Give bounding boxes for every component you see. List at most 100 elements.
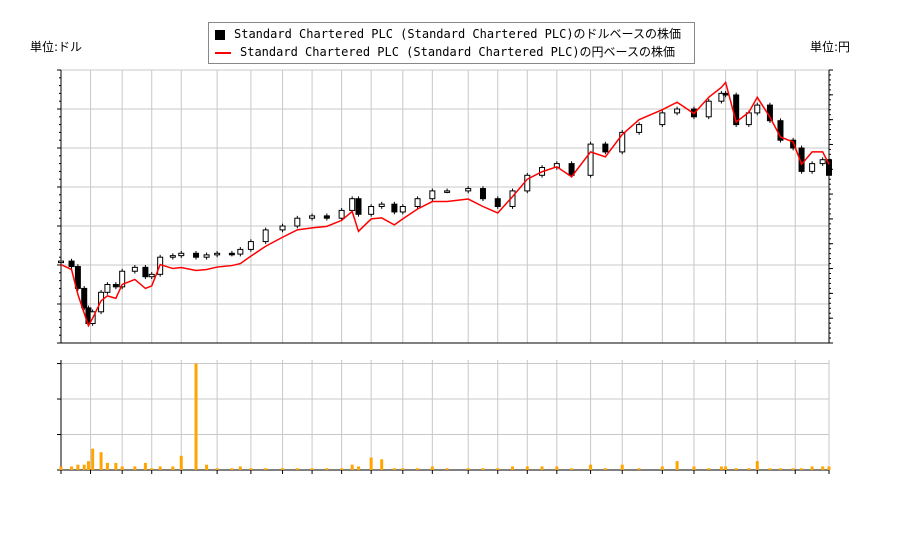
volume-bar — [105, 462, 109, 470]
candle-body — [74, 266, 81, 289]
volume-bar — [747, 468, 751, 470]
volume-bar — [340, 468, 344, 470]
candle-body — [131, 266, 138, 272]
volume-bar — [158, 466, 162, 470]
yen-price-line — [60, 80, 830, 328]
candle-body — [733, 94, 740, 126]
volume-bar — [603, 468, 607, 470]
candle-body — [104, 284, 111, 293]
volume-bar — [325, 468, 329, 470]
volume-bar — [114, 462, 118, 470]
candle-body — [674, 108, 681, 114]
candle-body — [368, 206, 375, 215]
candle-body — [112, 284, 119, 288]
candle-body — [237, 248, 244, 255]
volume-bar — [620, 464, 624, 470]
volume-bar — [755, 461, 759, 470]
volume-bar — [540, 466, 544, 470]
volume-bar — [230, 468, 234, 470]
volume-bar — [401, 468, 405, 470]
legend-item-usd: Standard Chartered PLC (Standard Charter… — [215, 25, 681, 43]
volume-bar — [810, 466, 814, 470]
volume-bar — [800, 468, 804, 470]
candle-body — [391, 203, 398, 213]
volume-bar — [791, 468, 795, 470]
candle-body — [214, 252, 221, 256]
volume-bar — [356, 466, 360, 470]
volume-bar — [589, 464, 593, 470]
volume-bar — [430, 466, 434, 470]
volume-bar — [249, 468, 253, 470]
candle-body — [414, 198, 421, 207]
volume-bar — [264, 468, 268, 470]
volume-bar — [466, 468, 470, 470]
candle-body — [705, 100, 712, 118]
candle-body — [754, 104, 761, 114]
candle-body — [777, 120, 784, 141]
candle-body — [745, 112, 752, 126]
volume-bar — [719, 466, 723, 470]
volume-bar — [392, 468, 396, 470]
volume-bar — [238, 466, 242, 470]
volume-bar — [768, 468, 772, 470]
candle-body — [809, 163, 816, 172]
volume-bar — [660, 466, 664, 470]
volume-bar — [70, 466, 74, 470]
volume-bar — [99, 452, 103, 470]
price-plot-area — [61, 70, 829, 343]
candle-body — [602, 143, 609, 153]
candle-body — [247, 241, 254, 250]
volume-bar — [511, 466, 515, 470]
candle-body — [262, 229, 269, 243]
volume-bar — [827, 466, 831, 470]
volume-bar — [171, 466, 175, 470]
volume-bar — [59, 466, 63, 470]
volume-bar — [310, 468, 314, 470]
volume-bar — [778, 468, 782, 470]
volume-bar — [380, 459, 384, 470]
candle-body — [119, 270, 126, 288]
legend-swatch-usd — [215, 29, 225, 40]
volume-bar — [150, 468, 154, 470]
candle-body — [619, 131, 626, 153]
candle-body — [349, 198, 356, 211]
candle-body — [429, 190, 436, 200]
candle-body — [479, 188, 486, 200]
volume-bar — [570, 468, 574, 470]
right-unit-label: 単位:円 — [810, 40, 851, 54]
volume-bar — [205, 464, 209, 470]
candle-body — [68, 260, 75, 268]
volume-bar — [734, 468, 738, 470]
legend: Standard Chartered PLC (Standard Charter… — [208, 22, 695, 64]
candle-body — [338, 209, 345, 219]
volume-bar — [555, 466, 559, 470]
candle-body — [169, 255, 176, 258]
candle-body — [178, 252, 185, 257]
volume-bar — [724, 466, 728, 470]
volume-bar — [821, 466, 825, 470]
candle-body — [465, 188, 472, 192]
volume-bar — [82, 464, 86, 470]
candle-body — [355, 198, 362, 215]
legend-label-usd: Standard Chartered PLC (Standard Charter… — [234, 27, 681, 41]
legend-swatch-yen — [215, 51, 231, 54]
candle-body — [587, 143, 594, 176]
volume-bar — [707, 468, 711, 470]
volume-bar — [194, 363, 198, 470]
candle-body — [193, 252, 200, 258]
volume-bar — [350, 464, 354, 470]
candle-body — [279, 225, 286, 231]
volume-bar — [120, 466, 124, 470]
volume-bar — [675, 461, 679, 470]
volume-bar — [481, 468, 485, 470]
candle-body — [148, 273, 155, 278]
candle-body — [444, 190, 451, 193]
volume-bar — [416, 468, 420, 470]
candle-body — [294, 217, 301, 227]
left-unit-label: 単位:ドル — [30, 40, 83, 54]
volume-bar — [369, 457, 373, 470]
candle-body — [718, 92, 725, 102]
volume-bar — [91, 448, 95, 470]
volume-bar — [143, 462, 147, 470]
